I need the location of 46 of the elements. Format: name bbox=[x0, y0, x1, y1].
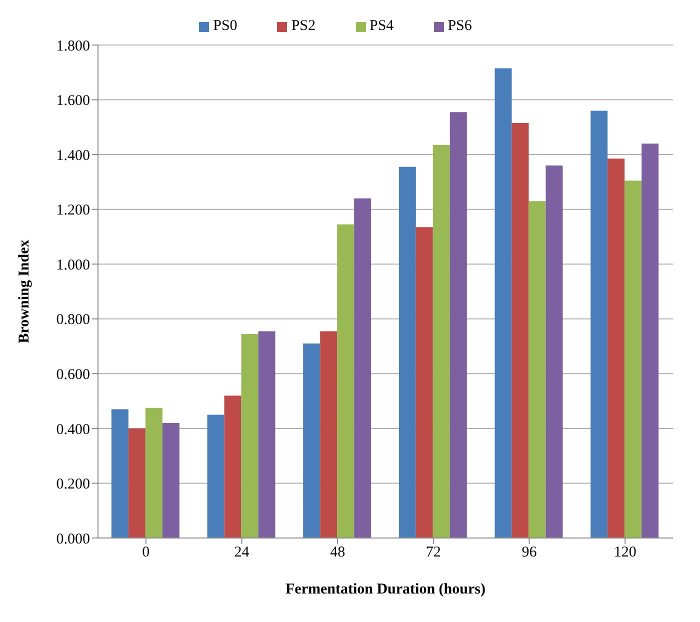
bar bbox=[528, 201, 546, 538]
bar bbox=[128, 428, 146, 538]
bar bbox=[432, 144, 450, 538]
bar bbox=[494, 68, 512, 538]
y-axis-title: Browning Index bbox=[16, 239, 32, 344]
bar bbox=[241, 334, 258, 538]
x-tick-label: 0 bbox=[142, 544, 150, 561]
y-tick-label: 1.400 bbox=[56, 148, 90, 164]
y-tick-label: 0.000 bbox=[56, 531, 90, 548]
y-tick-label: 0.400 bbox=[56, 422, 90, 438]
bar bbox=[416, 227, 433, 538]
bar bbox=[512, 123, 529, 538]
y-tick-label: 1.800 bbox=[56, 38, 90, 54]
bar bbox=[546, 166, 563, 538]
y-tick-label: 0.600 bbox=[56, 366, 90, 383]
bar bbox=[320, 331, 338, 538]
x-axis-title: Fermentation Duration (hours) bbox=[286, 582, 486, 598]
bar bbox=[111, 409, 128, 538]
bar bbox=[162, 422, 180, 538]
bar bbox=[642, 144, 659, 538]
x-tick-label: 120 bbox=[614, 544, 636, 561]
bar bbox=[145, 408, 162, 538]
bar bbox=[450, 112, 467, 538]
bar bbox=[258, 331, 276, 538]
y-tick-label: 1.000 bbox=[56, 257, 90, 274]
x-tick-label: 72 bbox=[426, 544, 441, 561]
y-tick-label: 1.200 bbox=[56, 202, 90, 219]
y-tick-label: 1.600 bbox=[56, 93, 90, 110]
x-tick-label: 48 bbox=[330, 544, 346, 561]
legend-label: PS4 bbox=[370, 18, 394, 34]
bar bbox=[624, 180, 642, 538]
bar bbox=[207, 414, 224, 538]
legend-label: PS2 bbox=[291, 18, 316, 34]
x-tick-label: 24 bbox=[234, 544, 250, 561]
bar bbox=[354, 198, 372, 538]
y-tick-label: 0.800 bbox=[56, 312, 90, 328]
x-tick-label: 96 bbox=[522, 544, 538, 561]
legend-label: PS6 bbox=[448, 18, 472, 34]
bar bbox=[337, 224, 354, 538]
bar bbox=[224, 396, 242, 538]
y-tick-label: 0.200 bbox=[56, 476, 90, 493]
bar bbox=[398, 166, 416, 538]
bar bbox=[590, 110, 608, 538]
bar bbox=[608, 158, 625, 538]
legend-label: PS0 bbox=[213, 18, 238, 34]
bar bbox=[303, 344, 320, 538]
